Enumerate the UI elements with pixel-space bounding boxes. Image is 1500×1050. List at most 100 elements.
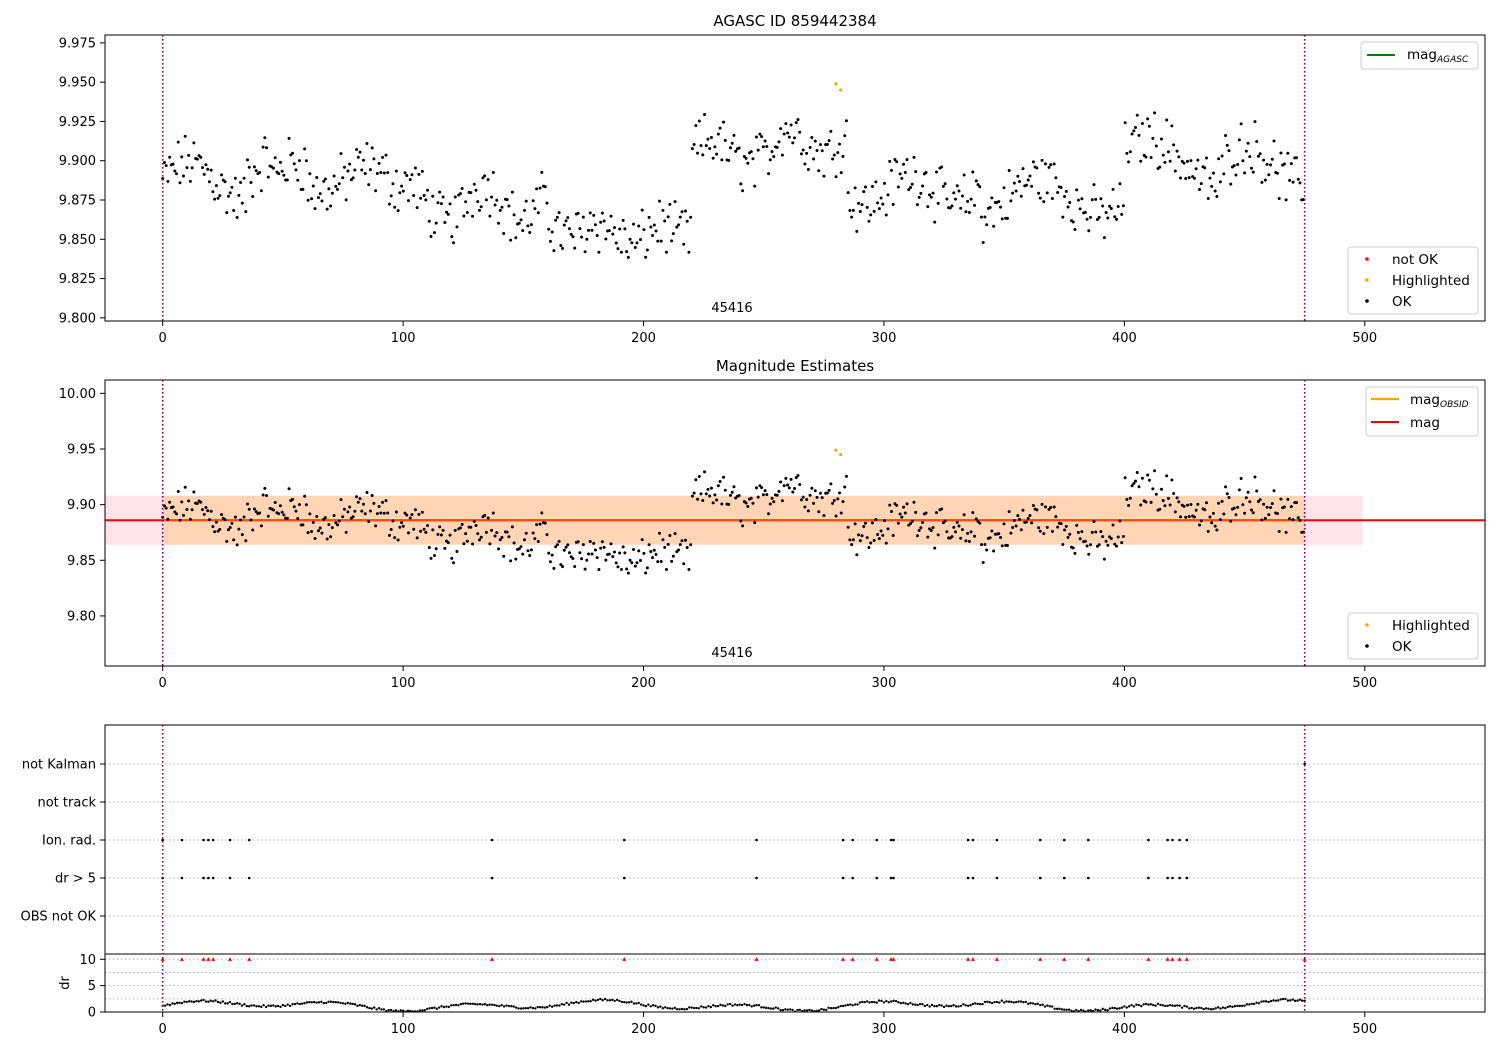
panel2-point-ok	[1128, 496, 1132, 500]
panel1-point-ok	[1073, 227, 1077, 231]
dr-point	[543, 1006, 547, 1009]
panel2-point-ok	[332, 513, 336, 517]
panel1-point-ok	[926, 205, 930, 209]
panel1-point-ok	[1168, 159, 1172, 163]
panel2-point-ok	[417, 512, 421, 516]
dr-point	[1183, 1004, 1186, 1008]
panel2-point-ok	[458, 526, 462, 530]
panel2-point-ok	[240, 533, 244, 537]
panel2-point-ok	[239, 518, 243, 522]
panel2-point-ok	[531, 531, 535, 535]
panel2-point-ok	[1116, 535, 1120, 539]
panel1-point-ok	[642, 228, 646, 232]
panel2-point-ok	[782, 484, 786, 488]
panel1-point-ok	[346, 169, 350, 173]
panel2-point-ok	[344, 530, 348, 534]
panel1-point-ok	[664, 250, 668, 254]
dr-point	[243, 1003, 246, 1006]
panel2-point-ok	[654, 552, 658, 556]
panel2-point-ok	[997, 532, 1001, 536]
flag-point	[228, 838, 232, 842]
panel1-point-ok	[706, 137, 710, 141]
panel2-point-ok	[1130, 484, 1134, 488]
dr-point	[959, 1004, 963, 1008]
dr-point	[190, 1000, 193, 1003]
panel1-point-ok	[382, 171, 386, 175]
panel1-point-ok	[1286, 151, 1290, 155]
panel2-point-ok	[1211, 511, 1215, 515]
dr-point	[1250, 1002, 1253, 1006]
legend-mag-obsid: mag	[1410, 392, 1440, 408]
panel1-point-ok	[758, 132, 762, 136]
panel1-point-ok	[689, 215, 693, 219]
panel2-point-ok	[580, 557, 584, 561]
dr-point	[1164, 1004, 1167, 1008]
panel1-point-ok	[474, 188, 478, 192]
dr-point	[1245, 1003, 1249, 1006]
flag-point	[995, 876, 999, 880]
panel2-point-ok	[924, 511, 928, 515]
dr-point	[219, 1001, 222, 1004]
panel2-point-ok	[323, 516, 327, 520]
panel1-point-ok	[351, 176, 355, 180]
panel1-point-ok	[481, 176, 485, 180]
panel2-point-ok	[889, 509, 893, 513]
panel1-point-ok	[1071, 220, 1075, 224]
dr-point	[776, 1007, 780, 1010]
panel1-point-ok	[266, 175, 270, 179]
dr-point	[305, 1001, 309, 1004]
panel2-point-ok	[590, 552, 594, 556]
panel2-point-ok	[618, 551, 622, 555]
panel2-point-ok	[1275, 511, 1279, 515]
panel2-point-ok	[931, 526, 935, 530]
panel1-point-ok	[497, 221, 501, 225]
panel2-point-ok	[474, 524, 478, 528]
panel2-point-ok	[708, 494, 712, 498]
panel2-point-ok	[831, 501, 835, 505]
dr-point	[315, 1001, 318, 1004]
panel1-point-ok	[1267, 173, 1271, 177]
dr-point	[983, 1000, 987, 1004]
panel1-point-ok	[976, 183, 980, 187]
panel1-point-ok	[1289, 162, 1293, 166]
y-tick-label: 10.00	[59, 387, 96, 402]
panel2-point-ok	[1075, 523, 1079, 527]
panel2-point-ok	[668, 534, 672, 538]
panel2-point-ok	[162, 504, 166, 508]
dr-point	[486, 1003, 489, 1007]
dr-point	[952, 1004, 955, 1007]
dr-point	[666, 1006, 669, 1010]
panel1-point-ok	[320, 199, 324, 203]
panel2-point-ok	[777, 489, 781, 493]
panel2-point-ok	[1265, 505, 1269, 509]
dr-point	[1269, 999, 1273, 1003]
panel1-point-ok	[595, 234, 599, 238]
panel1-point-ok	[232, 208, 236, 212]
panel1-point-ok	[827, 139, 831, 143]
panel2-point-ok	[204, 506, 208, 510]
panel2-point-ok	[1114, 544, 1118, 548]
panel2-point-ok	[973, 534, 977, 538]
dr-point	[507, 1004, 511, 1008]
panel1-point-ok	[959, 206, 963, 210]
panel1-point-ok	[1090, 198, 1094, 202]
panel1-point-ok	[500, 205, 504, 209]
dr-point	[685, 1007, 689, 1011]
panel1-point-ok	[1050, 196, 1054, 200]
panel2-point-ok	[450, 556, 454, 560]
dr-point	[209, 999, 212, 1002]
dr-point	[801, 1009, 804, 1012]
panel1-point-ok	[278, 160, 282, 164]
dr-point	[700, 1005, 703, 1008]
panel2-point-ok	[851, 538, 855, 542]
dr-point	[457, 1004, 460, 1007]
y-tick-label: 9.925	[59, 115, 96, 130]
panel2-point-ok	[1272, 489, 1276, 493]
panel1-point-ok	[1125, 151, 1129, 155]
panel2-point-ok	[483, 513, 487, 517]
panel2-point-ok	[699, 492, 703, 496]
flag-point	[1147, 838, 1150, 842]
dr-point	[815, 1009, 818, 1012]
panel1-point-ok	[218, 194, 222, 198]
